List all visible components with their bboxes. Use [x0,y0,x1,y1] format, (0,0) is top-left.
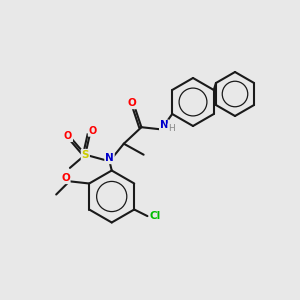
Text: O: O [128,98,136,108]
Text: N: N [105,153,114,163]
Text: N: N [160,120,169,130]
Text: S: S [82,150,89,160]
Text: O: O [64,131,72,141]
Text: O: O [61,173,70,183]
Text: H: H [168,124,175,133]
Text: O: O [88,126,97,136]
Text: Cl: Cl [150,211,161,221]
